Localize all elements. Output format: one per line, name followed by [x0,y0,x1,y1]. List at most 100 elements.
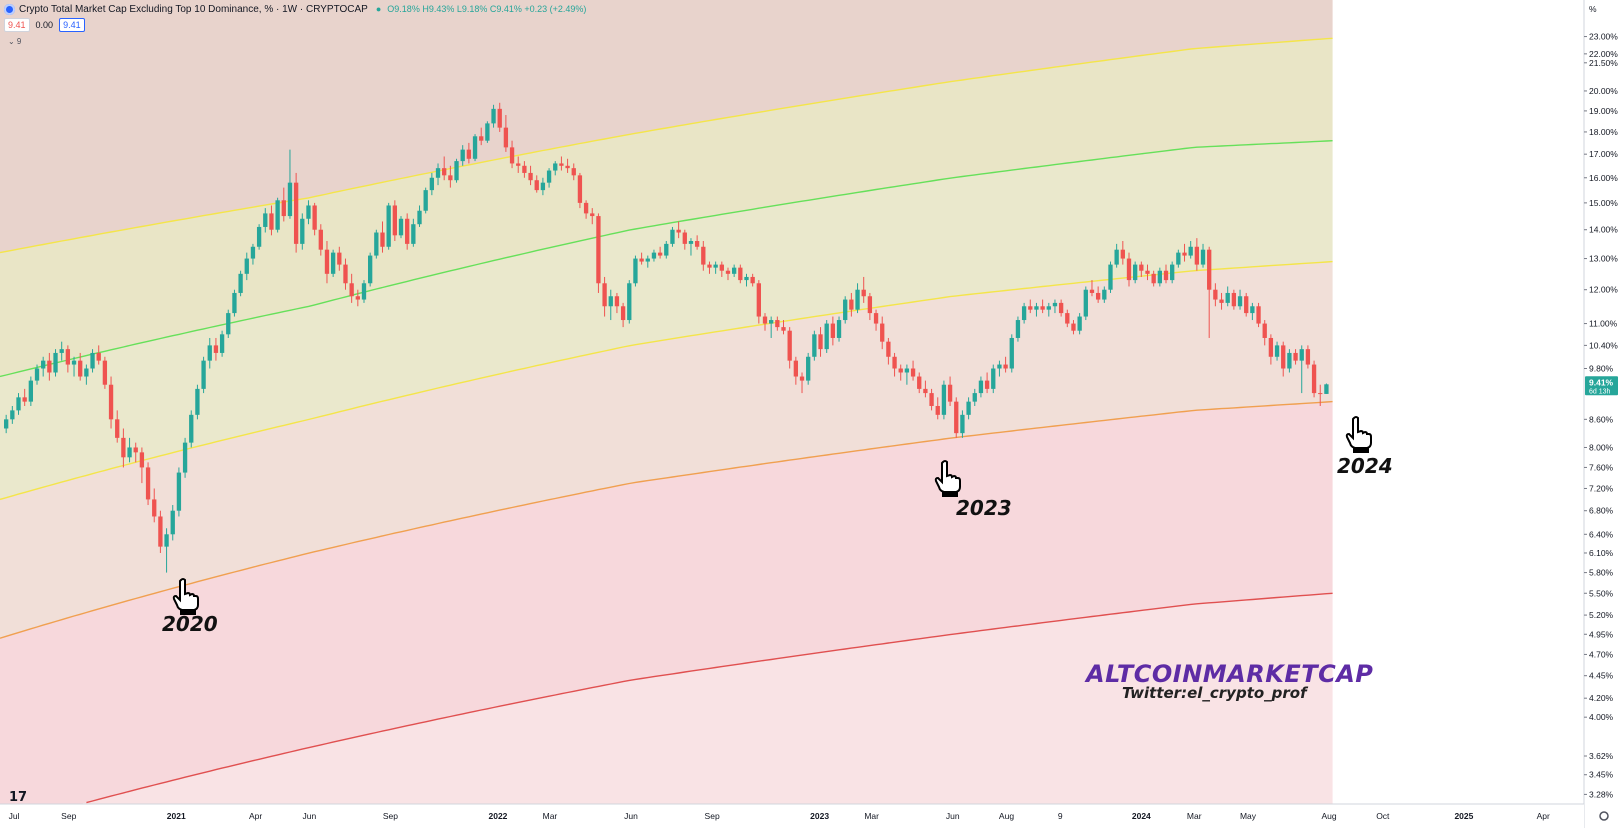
candle-body [861,289,866,297]
x-tick-label: Oct [1376,811,1390,821]
candle-body [256,226,262,247]
candle-body [1108,264,1113,290]
zone-mid-fill [0,140,1333,500]
candle-body [1237,296,1243,307]
candle-body [1077,316,1082,331]
y-tick-label: 5.20% [1589,610,1614,620]
candle-body [1120,249,1125,259]
y-tick-label: 6.40% [1589,529,1614,539]
candle-body [787,330,792,361]
y-tick-label: 22.00% [1589,49,1618,59]
y-tick-label: 13.00% [1589,254,1618,264]
candle-body [170,510,175,535]
candle-body [762,316,768,324]
candle-body [182,442,188,473]
candle-body [454,161,459,181]
candle-body [917,376,922,389]
candle-body [1268,337,1274,357]
candle-body [553,163,558,171]
y-tick-label: 5.80% [1589,568,1614,578]
symbol-logo-icon [4,3,15,15]
candle-body [1225,292,1230,303]
candle-body [1318,393,1323,395]
candle-body [145,467,151,500]
candle-body [639,258,644,262]
candle-body [701,246,706,265]
x-tick-label: 2021 [167,811,186,821]
candle-body [972,393,977,402]
x-tick-label: Jun [302,811,316,821]
candle-body [503,127,509,148]
y-tick-label: 9.80% [1589,364,1614,374]
sell-price-box[interactable]: 9.41 [4,18,30,32]
settings-gear-icon[interactable] [1599,811,1609,821]
candle-body [207,345,212,361]
candle-body [947,384,953,402]
ohlc-values: O9.18% H9.43% L9.18% C9.41% +0.23 (+2.49… [387,4,587,14]
candle-body [250,246,256,259]
candle-body [158,516,163,547]
candle-body [590,213,595,217]
y-tick-label: 23.00% [1589,32,1618,42]
x-tick-label: Aug [1321,811,1336,821]
x-tick-label: Apr [249,811,262,821]
candle-body [997,364,1002,369]
percent-symbol: % [1589,4,1597,14]
x-tick-label: Apr [1537,811,1550,821]
candle-body [546,170,552,183]
candle-body [102,360,108,385]
last-price-label: 9.41% [1589,377,1614,387]
candle-body [115,419,120,438]
candle-body [460,149,465,162]
zone-top-fill [0,0,1333,253]
x-tick-label: Jun [946,811,960,821]
candle-body [528,172,533,181]
candle-body [978,380,984,394]
candle-body [769,320,774,324]
candle-body [1133,264,1138,281]
candle-body [71,360,77,365]
candle-body [781,327,786,331]
candle-body [941,384,947,415]
candle-body [608,296,613,307]
time-axis-background [0,804,1584,828]
candle-body [719,264,724,271]
candle-body [1324,384,1329,394]
candle-body [238,273,243,293]
indicator-toggle[interactable]: ⌄ 9 [8,37,22,46]
candle-body [330,252,336,274]
candle-body [195,388,200,415]
tradingview-logo-icon[interactable]: 17 [9,790,28,805]
candle-body [423,190,428,211]
x-tick-label: 2022 [488,811,507,821]
last-price-badge [1585,376,1618,396]
candle-body [534,180,539,191]
candle-body [343,264,348,284]
x-tick-label: Sep [705,811,720,821]
candle-body [1065,313,1070,324]
candle-body [59,349,64,353]
candle-body [219,334,225,353]
x-tick-label: 2025 [1454,811,1473,821]
candle-body [731,267,737,274]
candle-body [374,232,379,256]
candle-body [707,264,712,268]
candle-body [559,163,564,166]
x-tick-label: Jul [9,811,20,821]
candle-body [620,306,626,321]
y-tick-label: 8.60% [1589,414,1614,424]
candle-body [78,360,83,377]
candle-body [263,213,268,227]
candle-body [923,388,928,394]
candle-body [657,252,663,256]
candle-body [954,401,959,434]
band-line-red [86,592,1333,804]
candle-body [349,283,354,297]
buy-price-box[interactable]: 9.41 [59,18,85,32]
candle-body [1071,323,1076,331]
chart-title[interactable]: Crypto Total Market Cap Excluding Top 10… [19,3,368,15]
candle-body [583,202,589,214]
y-tick-label: 7.20% [1589,483,1614,493]
candle-body [818,334,823,350]
